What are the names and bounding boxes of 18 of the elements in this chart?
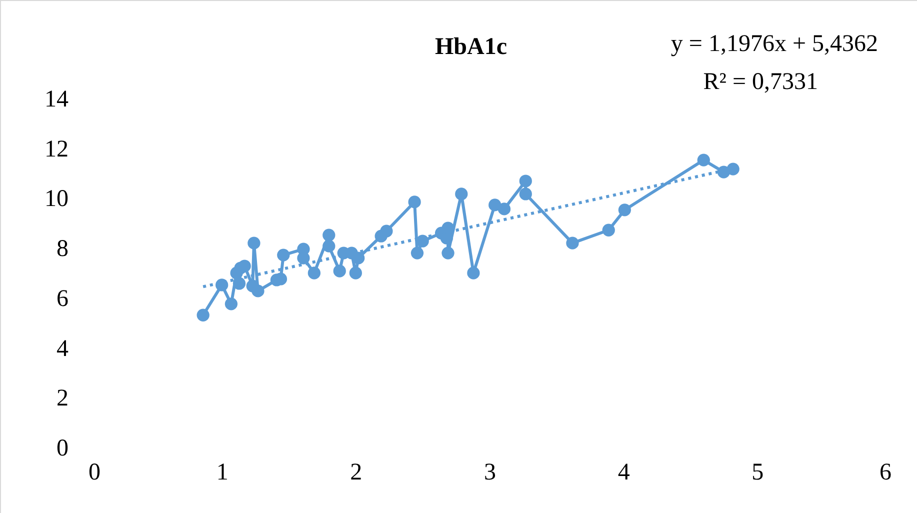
- y-tick-label: 8: [56, 236, 68, 262]
- y-tick-label: 14: [44, 86, 68, 112]
- x-tick-label: 3: [484, 460, 496, 486]
- x-tick-label: 4: [618, 460, 630, 486]
- x-tick-label: 1: [216, 460, 228, 486]
- x-tick-label: 6: [880, 460, 892, 486]
- text: R² = 0,7331: [703, 69, 818, 95]
- x-tick-label: 5: [752, 460, 764, 486]
- y-tick-label: 12: [44, 136, 68, 162]
- y-tick-label: 0: [56, 436, 68, 462]
- text: y = 1,1976x + 5,4362: [670, 31, 878, 57]
- y-tick-label: 4: [56, 336, 68, 362]
- y-tick-label: 6: [56, 286, 68, 312]
- y-tick-label: 10: [44, 186, 68, 212]
- chart-title: HbA1c: [435, 34, 508, 60]
- x-tick-label: 2: [350, 460, 362, 486]
- y-tick-label: 2: [56, 386, 68, 412]
- x-tick-label: 0: [88, 460, 100, 486]
